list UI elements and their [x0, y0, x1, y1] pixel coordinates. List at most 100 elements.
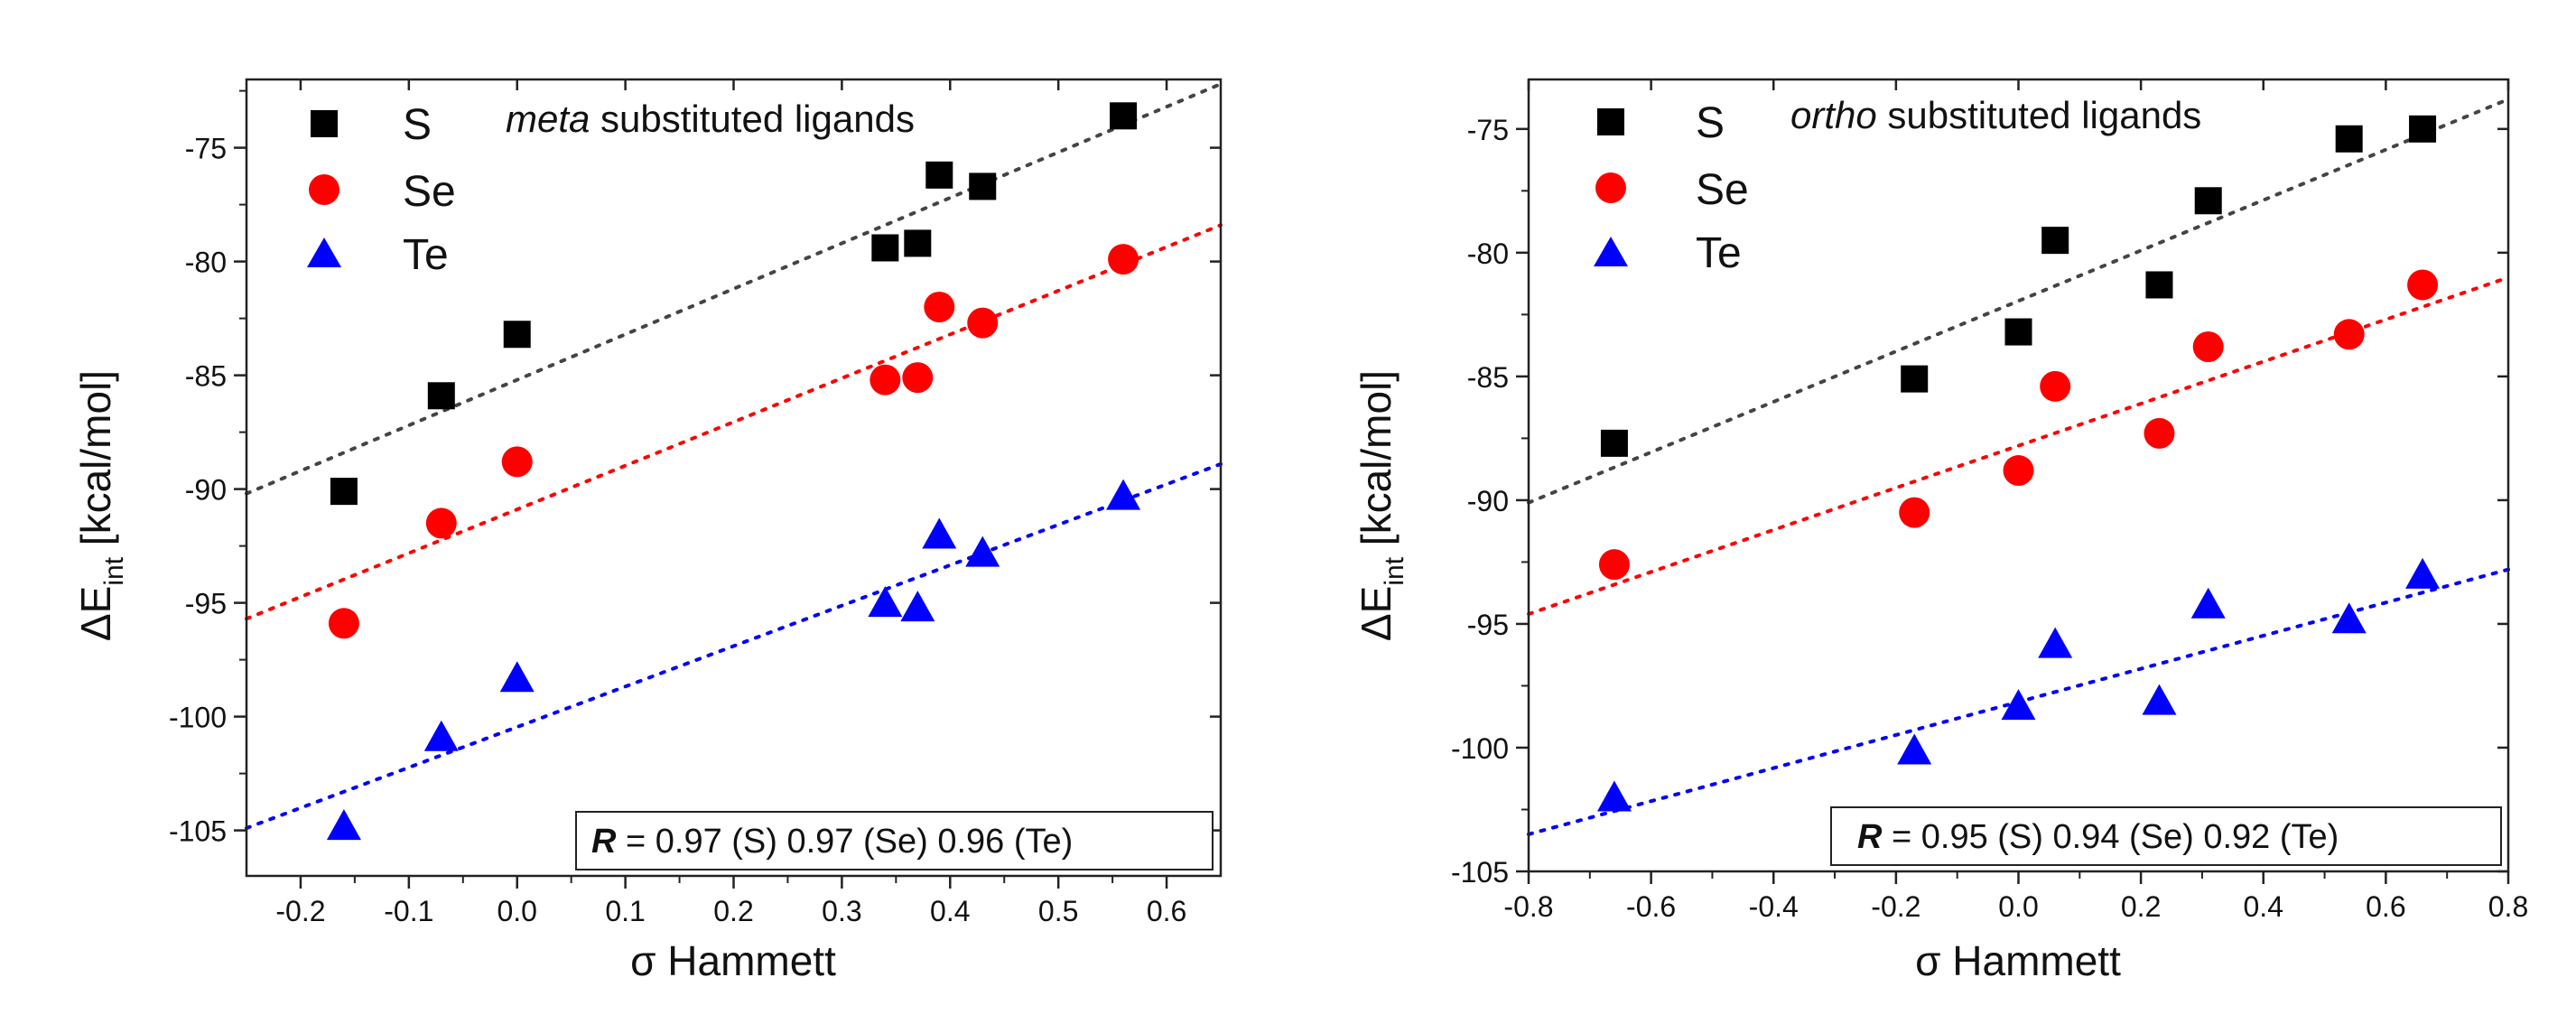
- data-point-S: [871, 234, 899, 262]
- ticks-meta: -0.2 -0.1 0.0 0.1 0.2 0.3 0.4 0.5 0.6 -105 -100 -95…: [169, 79, 1221, 927]
- data-point-S: [904, 229, 932, 257]
- x-tick-label: 0.6: [1147, 895, 1186, 927]
- y-tick-label: -80: [185, 247, 227, 279]
- x-tick-label: 0.1: [605, 895, 645, 927]
- data-point-Te: [499, 661, 535, 693]
- y-title-sub-meta: int: [99, 556, 129, 585]
- x-tick-label: -0.4: [1749, 890, 1799, 923]
- data-point-Se: [2144, 417, 2175, 449]
- data-point-S: [503, 321, 531, 349]
- points-ortho: [1596, 115, 2441, 812]
- data-point-Te: [2190, 587, 2226, 619]
- y-tick-label: -85: [1467, 361, 1509, 394]
- fit-lines-meta: [245, 82, 1223, 831]
- data-point-Te: [2405, 557, 2441, 589]
- data-point-Se: [967, 307, 999, 339]
- x-tick-label: -0.6: [1626, 890, 1676, 923]
- y-title-sub-ortho: int: [1380, 556, 1409, 585]
- legend-label-Se-ortho: Se: [1696, 166, 1749, 214]
- points-meta: [326, 102, 1141, 841]
- x-tick-label: 0.0: [497, 895, 536, 927]
- x-tick-label: -0.1: [384, 895, 433, 927]
- x-title-rest-ortho: Hammett: [1941, 937, 2122, 984]
- y-tick-label: -80: [1467, 237, 1509, 270]
- data-point-S: [2194, 187, 2222, 215]
- r-box-frame-meta: [575, 811, 1214, 870]
- legend-ortho: S Se Te: [1594, 99, 1749, 277]
- data-point-Te: [1897, 733, 1932, 765]
- legend-meta: S Se Te: [307, 101, 456, 279]
- x-tick-label: -0.2: [275, 895, 325, 927]
- data-point-Se: [1108, 244, 1139, 275]
- x-tick-label: 0.0: [1998, 890, 2038, 923]
- legend-marker-Se-ortho: [1595, 172, 1626, 203]
- data-point-Te: [2001, 689, 2036, 721]
- data-point-Se: [2407, 269, 2439, 301]
- data-point-Te: [900, 591, 935, 622]
- r-values-meta: = 0.97 (S) 0.97 (Se) 0.96 (Te): [616, 823, 1073, 861]
- y-title-delta-meta: ΔE: [72, 586, 119, 641]
- data-point-Te: [1596, 780, 1632, 812]
- panel-annotation-meta: meta substituted ligands: [506, 98, 915, 140]
- fit-line-Te: [245, 461, 1223, 831]
- data-point-S: [2145, 271, 2173, 299]
- y-axis-title-group-meta: ΔEint [kcal/mol]: [72, 370, 129, 641]
- legend-marker-Te-ortho: [1594, 237, 1628, 266]
- data-point-Te: [326, 809, 361, 841]
- r-label-meta: R: [591, 823, 617, 861]
- data-point-Te: [2331, 602, 2367, 634]
- y-tick-label: -90: [185, 474, 227, 507]
- data-point-S: [2041, 227, 2069, 255]
- data-point-S: [2004, 318, 2032, 346]
- x-tick-label: 0.2: [713, 895, 753, 927]
- legend-marker-Te: [307, 237, 341, 267]
- data-point-S: [925, 161, 953, 189]
- r-text-meta: R = 0.97 (S) 0.97 (Se) 0.96 (Te): [591, 823, 1073, 861]
- data-point-Te: [868, 586, 903, 618]
- x-tick-label: 0.6: [2366, 890, 2405, 923]
- legend-label-S: S: [403, 101, 432, 149]
- annotation-italic-ortho: ortho: [1790, 94, 1877, 136]
- y-title-delta-ortho: ΔE: [1353, 586, 1400, 641]
- data-point-Se: [924, 292, 955, 322]
- panel-annotation-ortho: ortho substituted ligands: [1790, 94, 2201, 136]
- x-tick-label: 0.4: [2244, 890, 2283, 923]
- data-point-Se: [2003, 455, 2034, 487]
- y-tick-label: -105: [1451, 856, 1509, 889]
- legend-marker-S: [311, 110, 338, 137]
- x-tick-label: 0.3: [822, 895, 861, 927]
- x-tick-label: -0.2: [1871, 890, 1920, 923]
- r-box-meta: R = 0.97 (S) 0.97 (Se) 0.96 (Te): [575, 811, 1214, 870]
- data-point-Te: [423, 720, 459, 751]
- data-point-S: [969, 172, 997, 200]
- data-point-Se: [425, 507, 457, 539]
- data-point-S: [2409, 115, 2437, 143]
- chart-ortho: -0.8 -0.6 -0.4 -0.2 0.0 0.2 0.4 0.6 0.8 -105 -100 -…: [1353, 78, 2528, 984]
- fit-line-Se: [245, 223, 1223, 621]
- y-tick-label: -100: [169, 702, 227, 734]
- r-text-ortho: R = 0.95 (S) 0.94 (Se) 0.92 (Te): [1857, 818, 2339, 856]
- r-box-ortho: R = 0.95 (S) 0.94 (Se) 0.92 (Te): [1830, 806, 2502, 866]
- x-axis-title-ortho: σ Hammett: [1915, 937, 2121, 984]
- x-title-sigma-meta: σ: [630, 937, 656, 984]
- legend-label-Te: Te: [403, 231, 449, 279]
- data-point-Se: [2040, 370, 2071, 402]
- data-point-Se: [1598, 549, 1630, 581]
- y-tick-label: -75: [185, 133, 227, 165]
- y-axis-title-ortho: ΔEint [kcal/mol]: [1353, 370, 1409, 641]
- data-point-S: [1600, 429, 1628, 457]
- y-axis-title-meta: ΔEint [kcal/mol]: [72, 370, 129, 641]
- x-tick-label: 0.5: [1038, 895, 1078, 927]
- y-tick-label: -85: [185, 360, 227, 393]
- r-box-frame-ortho: [1830, 806, 2502, 866]
- fit-line-S: [245, 82, 1223, 496]
- data-point-Se: [870, 364, 901, 396]
- chart-meta: -0.2 -0.1 0.0 0.1 0.2 0.3 0.4 0.5 0.6 -105 -100 -95…: [72, 78, 1223, 984]
- y-tick-label: -95: [185, 588, 227, 620]
- x-tick-label: -0.8: [1503, 890, 1553, 923]
- legend-marker-S-ortho: [1597, 108, 1624, 135]
- x-tick-label: 0.2: [2121, 890, 2161, 923]
- x-tick-label: 0.4: [930, 895, 970, 927]
- y-axis-title-group-ortho: ΔEint [kcal/mol]: [1353, 370, 1409, 641]
